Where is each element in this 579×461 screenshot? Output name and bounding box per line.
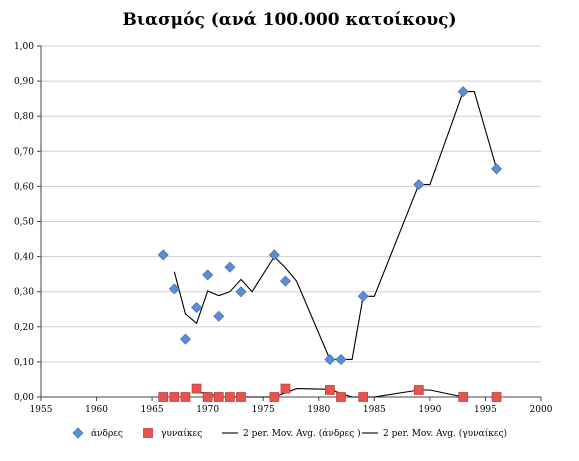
data-point-diamond: [268, 249, 280, 261]
data-point-square: [191, 383, 202, 394]
x-tick-label: 1965: [141, 405, 164, 415]
x-tick-label: 1960: [85, 405, 108, 415]
y-tick-label: 0,60: [14, 182, 34, 192]
data-point-square: [158, 392, 169, 402]
legend-label: άνδρες: [91, 428, 123, 439]
data-point-diamond: [202, 269, 214, 281]
data-point-diamond: [179, 333, 191, 345]
legend-label: 2 per. Mov. Avg. (γυναίκες): [383, 428, 507, 439]
data-point-square: [458, 392, 469, 402]
data-point-diamond: [357, 290, 369, 302]
data-point-diamond: [224, 261, 236, 273]
chart-title: Βιασμός (ανά 100.000 κατοίκους): [122, 10, 457, 30]
data-point-square: [491, 392, 502, 402]
data-point-diamond: [335, 353, 347, 365]
data-point-square: [280, 383, 291, 394]
y-tick-label: 0,20: [14, 323, 34, 333]
data-point-diamond: [413, 179, 425, 191]
data-point-diamond: [324, 353, 336, 365]
data-point-square: [213, 392, 224, 402]
moving-average-line: [173, 91, 498, 360]
legend-label: γυναίκες: [161, 428, 202, 439]
legend-marker: [143, 428, 153, 438]
x-tick-label: 1970: [196, 405, 219, 415]
data-point-square: [225, 392, 235, 402]
legend-marker: [72, 427, 84, 439]
x-tick-label: 2000: [530, 405, 553, 415]
data-point-diamond: [157, 249, 169, 261]
y-tick-label: 0,10: [14, 358, 34, 368]
y-tick-label: 0,40: [14, 253, 34, 263]
x-tick-label: 1995: [474, 405, 497, 415]
data-point-square: [169, 392, 180, 402]
data-point-square: [413, 385, 424, 395]
data-point-diamond: [168, 283, 180, 295]
y-tick-label: 0,00: [14, 393, 34, 403]
y-tick-label: 0,50: [14, 218, 34, 228]
data-point-diamond: [191, 302, 203, 313]
data-point-square: [325, 385, 335, 395]
data-point-square: [180, 392, 191, 402]
data-point-square: [336, 392, 346, 402]
y-tick-label: 0,70: [14, 147, 34, 157]
y-tick-label: 0,90: [14, 77, 34, 87]
data-point-diamond: [235, 286, 247, 298]
y-tick-label: 0,30: [14, 288, 34, 298]
x-tick-label: 1955: [30, 405, 53, 415]
x-tick-label: 1990: [418, 405, 441, 415]
data-point-diamond: [491, 163, 503, 175]
y-tick-label: 1,00: [14, 42, 34, 52]
x-tick-label: 1980: [307, 405, 330, 415]
data-point-square: [269, 392, 280, 402]
data-point-diamond: [279, 275, 291, 287]
data-point-square: [358, 392, 369, 402]
data-point-diamond: [213, 310, 225, 322]
x-tick-label: 1975: [252, 405, 275, 415]
y-tick-label: 0,80: [14, 112, 34, 122]
legend-label: 2 per. Mov. Avg. (άνδρες ): [243, 428, 361, 439]
data-point-diamond: [457, 86, 469, 98]
data-point-square: [236, 392, 246, 402]
x-tick-label: 1985: [363, 405, 386, 415]
data-point-square: [202, 392, 213, 402]
